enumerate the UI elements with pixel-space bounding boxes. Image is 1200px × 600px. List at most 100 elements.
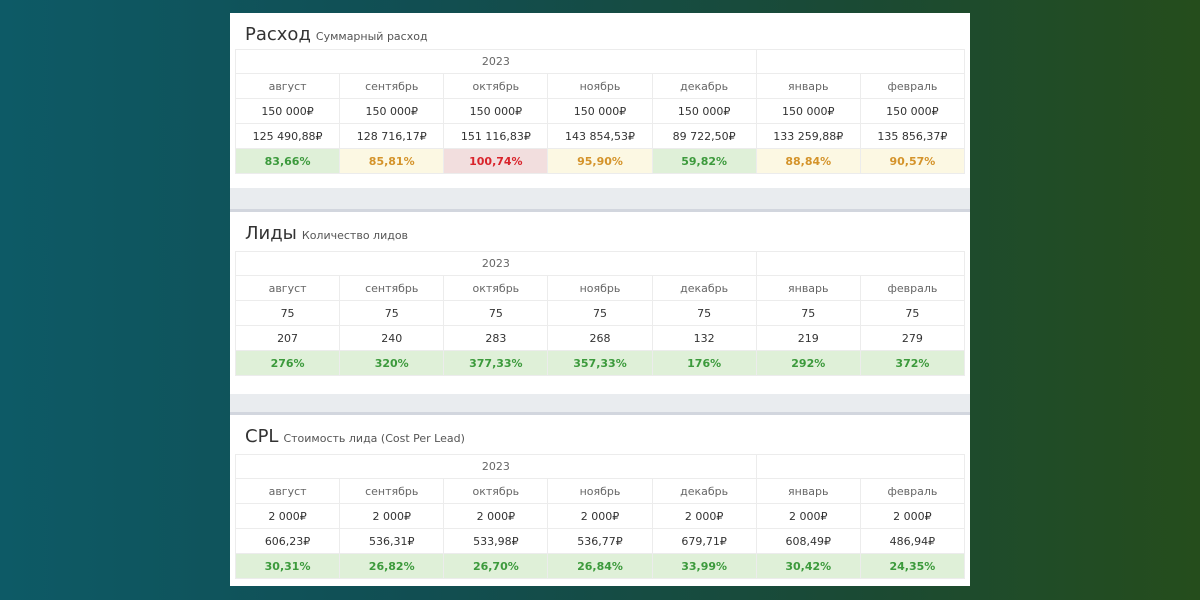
year-row: 2023 <box>235 251 966 276</box>
plan-cell: 2 000₽ <box>339 503 445 529</box>
month-header-cell: октябрь <box>443 73 549 99</box>
percent-cell: 26,82% <box>339 553 445 579</box>
panel-subtitle: Стоимость лида (Cost Per Lead) <box>283 432 465 445</box>
plan-row: 150 000₽ 150 000₽ 150 000₽ 150 000₽ 150 000₽… <box>234 98 966 124</box>
spend-panel: Расход Суммарный расход 2023 август сентя… <box>230 13 970 188</box>
month-header-cell: ноябрь <box>547 275 653 301</box>
plan-cell: 2 000₽ <box>859 503 966 529</box>
fact-cell: 219 <box>755 325 861 351</box>
fact-row: 125 490,88₽ 128 716,17₽ 151 116,83₽ 143 854… <box>234 123 966 149</box>
year-cell-next <box>755 454 966 479</box>
plan-cell: 75 <box>339 300 445 326</box>
plan-cell: 75 <box>547 300 653 326</box>
plan-cell: 150 000₽ <box>859 98 966 124</box>
fact-cell: 132 <box>651 325 757 351</box>
fact-cell: 125 490,88₽ <box>234 123 341 149</box>
plan-cell: 75 <box>755 300 861 326</box>
fact-cell: 128 716,17₽ <box>339 123 445 149</box>
fact-cell: 240 <box>339 325 445 351</box>
months-row: август сентябрь октябрь ноябрь декабрь январь… <box>234 478 966 504</box>
month-header-cell: сентябрь <box>339 73 445 99</box>
panel-header: CPL Стоимость лида (Cost Per Lead) <box>230 415 970 449</box>
fact-cell: 533,98₽ <box>443 528 549 554</box>
percent-cell: 24,35% <box>859 553 966 579</box>
year-row: 2023 <box>235 454 966 479</box>
percent-cell: 83,66% <box>234 148 341 174</box>
month-header-cell: декабрь <box>651 275 757 301</box>
percent-cell: 100,74% <box>443 148 549 174</box>
fact-cell: 89 722,50₽ <box>651 123 757 149</box>
month-header-cell: ноябрь <box>547 73 653 99</box>
fact-cell: 268 <box>547 325 653 351</box>
fact-cell: 608,49₽ <box>755 528 861 554</box>
plan-cell: 75 <box>651 300 757 326</box>
month-header-cell: январь <box>755 73 861 99</box>
percent-row: 30,31% 26,82% 26,70% 26,84% 33,99% 30,42% 24,3… <box>234 553 966 579</box>
year-row: 2023 <box>235 49 966 74</box>
fact-cell: 135 856,37₽ <box>859 123 966 149</box>
plan-cell: 2 000₽ <box>651 503 757 529</box>
month-header-cell: январь <box>755 275 861 301</box>
plan-row: 2 000₽ 2 000₽ 2 000₽ 2 000₽ 2 000₽ 2 000₽ 2 00… <box>234 503 966 529</box>
plan-cell: 150 000₽ <box>339 98 445 124</box>
percent-cell: 26,70% <box>443 553 549 579</box>
year-cell-next <box>755 49 966 74</box>
year-cell: 2023 <box>235 251 757 276</box>
percent-cell: 377,33% <box>443 350 549 376</box>
fact-cell: 606,23₽ <box>234 528 341 554</box>
month-header-cell: декабрь <box>651 73 757 99</box>
plan-cell: 2 000₽ <box>443 503 549 529</box>
plan-cell: 2 000₽ <box>547 503 653 529</box>
plan-cell: 75 <box>859 300 966 326</box>
months-row: август сентябрь октябрь ноябрь декабрь январь… <box>234 275 966 301</box>
year-cell: 2023 <box>235 49 757 74</box>
plan-row: 75 75 75 75 75 75 75 <box>234 300 966 326</box>
plan-cell: 150 000₽ <box>755 98 861 124</box>
percent-cell: 30,42% <box>755 553 861 579</box>
percent-cell: 33,99% <box>651 553 757 579</box>
report-sheet: Расход Суммарный расход 2023 август сентя… <box>230 13 970 586</box>
fact-cell: 133 259,88₽ <box>755 123 861 149</box>
cpl-panel: CPL Стоимость лида (Cost Per Lead) 2023 … <box>230 412 970 586</box>
month-header-cell: февраль <box>859 73 966 99</box>
leads-table: 2023 август сентябрь октябрь ноябрь декабрь я… <box>234 251 966 376</box>
panel-subtitle: Суммарный расход <box>315 30 428 43</box>
leads-panel: Лиды Количество лидов 2023 август сентябр… <box>230 209 970 394</box>
percent-cell: 95,90% <box>547 148 653 174</box>
percent-row: 276% 320% 377,33% 357,33% 176% 292% 372% <box>234 350 966 376</box>
panel-header: Лиды Количество лидов <box>230 212 970 246</box>
panel-header: Расход Суммарный расход <box>230 13 970 47</box>
plan-cell: 75 <box>234 300 341 326</box>
panel-title: Расход <box>245 24 311 45</box>
plan-cell: 150 000₽ <box>547 98 653 124</box>
percent-cell: 357,33% <box>547 350 653 376</box>
month-header-cell: январь <box>755 478 861 504</box>
percent-cell: 292% <box>755 350 861 376</box>
plan-cell: 2 000₽ <box>755 503 861 529</box>
fact-cell: 283 <box>443 325 549 351</box>
month-header-cell: ноябрь <box>547 478 653 504</box>
percent-cell: 85,81% <box>339 148 445 174</box>
fact-row: 606,23₽ 536,31₽ 533,98₽ 536,77₽ 679,71₽ 608,4… <box>234 528 966 554</box>
percent-cell: 320% <box>339 350 445 376</box>
fact-cell: 143 854,53₽ <box>547 123 653 149</box>
fact-cell: 536,31₽ <box>339 528 445 554</box>
plan-cell: 150 000₽ <box>651 98 757 124</box>
plan-cell: 150 000₽ <box>443 98 549 124</box>
percent-cell: 88,84% <box>755 148 861 174</box>
panel-title: CPL <box>245 426 279 447</box>
month-header-cell: октябрь <box>443 275 549 301</box>
fact-cell: 279 <box>859 325 966 351</box>
year-cell-next <box>755 251 966 276</box>
fact-cell: 207 <box>234 325 341 351</box>
fact-row: 207 240 283 268 132 219 279 <box>234 325 966 351</box>
percent-cell: 26,84% <box>547 553 653 579</box>
month-header-cell: сентябрь <box>339 275 445 301</box>
month-header-cell: август <box>234 275 341 301</box>
month-header-cell: август <box>234 73 341 99</box>
spend-table: 2023 август сентябрь октябрь ноябрь декабрь я… <box>234 49 966 174</box>
fact-cell: 536,77₽ <box>547 528 653 554</box>
fact-cell: 151 116,83₽ <box>443 123 549 149</box>
month-header-cell: февраль <box>859 478 966 504</box>
panel-subtitle: Количество лидов <box>301 229 409 242</box>
